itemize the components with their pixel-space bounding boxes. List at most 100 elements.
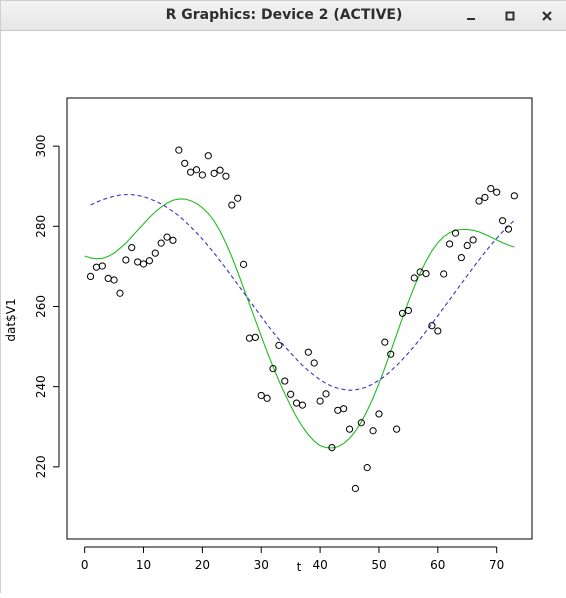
x-tick-label: 20: [195, 558, 210, 572]
y-tick-label: 280: [34, 215, 48, 238]
data-point: [357, 419, 365, 427]
x-axis-label: t: [297, 560, 302, 574]
data-point: [469, 236, 477, 244]
data-point: [239, 260, 248, 268]
plot-box: [66, 97, 533, 540]
fitted-lines: [84, 194, 515, 449]
data-point: [504, 225, 513, 233]
x-tick-label: 0: [81, 558, 89, 572]
data-point: [451, 229, 460, 237]
x-tick-label: 30: [254, 558, 269, 572]
y-tick-label: 240: [34, 375, 48, 398]
data-point: [287, 390, 295, 398]
data-point: [257, 391, 265, 400]
data-point: [104, 274, 112, 283]
close-icon: [542, 11, 552, 21]
data-point: [445, 240, 454, 248]
data-point: [481, 193, 489, 202]
data-point: [269, 365, 277, 373]
data-point: [410, 274, 418, 282]
x-tick-label: 50: [371, 558, 386, 572]
data-point: [234, 194, 242, 202]
y-tick-label: 300: [34, 135, 48, 158]
data-point: [134, 258, 142, 266]
data-point: [422, 269, 430, 278]
data-point: [369, 427, 377, 435]
data-point: [334, 406, 342, 414]
data-point: [463, 241, 471, 250]
data-point: [216, 166, 224, 174]
data-point: [263, 394, 271, 402]
data-point: [487, 185, 495, 193]
data-point: [428, 322, 436, 330]
title-bar[interactable]: R Graphics: Device 2 (ACTIVE): [1, 1, 566, 31]
data-point: [298, 401, 307, 409]
x-tick-label: 60: [430, 558, 445, 572]
data-point: [163, 233, 171, 241]
data-point: [187, 168, 195, 176]
y-axis-label: dat$V1: [4, 298, 18, 341]
data-point: [157, 239, 165, 247]
data-point: [281, 377, 289, 385]
data-point: [110, 276, 118, 284]
y-tick-label: 260: [34, 295, 48, 318]
data-point: [304, 348, 312, 356]
data-point: [198, 171, 206, 179]
data-point: [457, 253, 465, 262]
data-point: [351, 484, 360, 493]
maximize-button[interactable]: [499, 5, 521, 27]
data-point: [316, 397, 324, 405]
solid-fit-line: [84, 198, 515, 449]
y-axis: 220 240 260 280 300: [34, 135, 60, 478]
data-point: [175, 146, 183, 154]
window-title: R Graphics: Device 2 (ACTIVE): [165, 7, 403, 23]
close-button[interactable]: [536, 5, 558, 27]
data-point: [116, 289, 124, 297]
x-tick-label: 70: [489, 558, 504, 572]
data-point: [393, 425, 401, 433]
data-point: [139, 260, 148, 268]
data-point: [245, 334, 254, 342]
data-point: [363, 464, 371, 472]
data-point: [475, 197, 483, 205]
dashed-fit-line: [90, 194, 515, 391]
data-point: [86, 272, 95, 281]
data-point: [181, 159, 189, 167]
data-point: [310, 359, 318, 367]
data-point: [328, 443, 336, 452]
data-point: [145, 257, 154, 265]
maximize-icon: [505, 11, 515, 21]
data-point: [498, 217, 507, 225]
data-point: [228, 201, 236, 209]
data-point: [292, 399, 301, 407]
data-point: [204, 152, 212, 160]
data-point: [345, 425, 354, 433]
data-point: [340, 405, 348, 413]
data-point: [398, 309, 407, 317]
data-point: [210, 169, 218, 177]
data-point: [404, 306, 412, 315]
data-point: [510, 192, 518, 200]
data-point: [222, 172, 230, 180]
x-tick-label: 40: [312, 558, 327, 572]
data-point: [251, 333, 259, 341]
data-point: [92, 263, 101, 271]
data-point: [322, 390, 330, 398]
data-point: [151, 249, 159, 257]
data-points: [86, 146, 518, 493]
data-point: [128, 243, 136, 252]
data-point: [375, 410, 383, 418]
data-point: [98, 262, 106, 270]
data-point: [493, 188, 501, 196]
data-point: [275, 341, 283, 349]
data-point: [434, 327, 442, 335]
data-point: [381, 338, 389, 346]
x-tick-label: 10: [136, 558, 151, 572]
data-point: [192, 166, 201, 174]
plot-canvas: 0 10 20 30 40 50 60 70 220 240 260 280 300 t dat$V1: [1, 31, 566, 594]
data-point: [387, 350, 395, 358]
minimize-button[interactable]: [460, 5, 482, 27]
y-tick-label: 220: [34, 455, 48, 478]
data-point: [440, 270, 448, 278]
